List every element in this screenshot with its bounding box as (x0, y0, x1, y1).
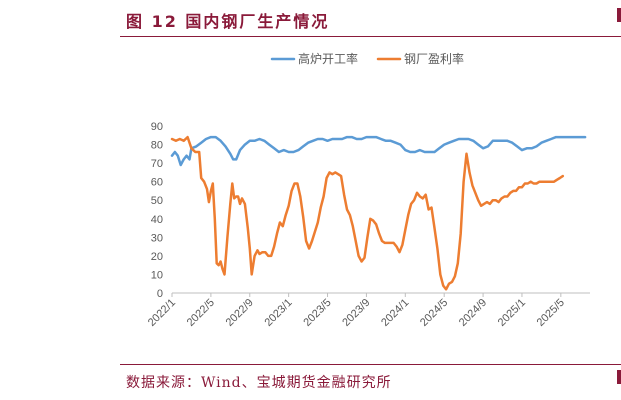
x-axis: 2022/1 2022/5 2022/9 2023/1 2023/5 2023/9 2024… (146, 292, 590, 329)
y-tick-label: 50 (151, 195, 163, 207)
x-tick-label: 2024/9 (457, 297, 489, 329)
x-tick-label: 2024/1 (379, 297, 411, 329)
x-tick-label: 2025/5 (535, 297, 567, 329)
y-tick-label: 80 (151, 140, 163, 152)
legend-label-1: 高炉开工率 (298, 51, 358, 66)
x-tick-label: 2022/1 (146, 297, 178, 329)
series-line-1 (170, 135, 587, 167)
x-tick-label: 2023/9 (340, 297, 372, 329)
y-tick-label: 0 (157, 288, 163, 300)
bottom-edge-mark (617, 370, 621, 384)
plot-area (170, 135, 587, 291)
y-tick-label: 70 (151, 158, 163, 170)
x-tick-label: 2023/5 (301, 297, 333, 329)
y-tick-label: 90 (151, 121, 163, 133)
x-tick-label: 2022/5 (185, 297, 217, 329)
series-line-2 (170, 135, 565, 291)
x-tick-label: 2023/1 (262, 297, 294, 329)
y-axis: 0 10 20 30 40 50 60 70 80 90 (151, 121, 163, 300)
x-tick-label: 2024/5 (418, 297, 450, 329)
top-rule (120, 36, 621, 37)
legend-label-2: 钢厂盈利率 (404, 51, 464, 66)
top-edge-mark (617, 8, 621, 22)
y-tick-label: 30 (151, 232, 163, 244)
y-tick-label: 40 (151, 214, 163, 226)
chart-legend: 高炉开工率 钢厂盈利率 (270, 51, 464, 66)
y-tick-label: 10 (151, 269, 163, 281)
y-tick-label: 20 (151, 251, 163, 263)
x-tick-label: 2022/9 (224, 297, 256, 329)
bottom-rule (120, 364, 621, 365)
y-tick-label: 60 (151, 177, 163, 189)
x-tick-label: 2025/1 (496, 297, 528, 329)
figure-title: 图 12 国内钢厂生产情况 (126, 12, 330, 31)
data-source: 数据来源：Wind、宝城期货金融研究所 (126, 375, 392, 391)
